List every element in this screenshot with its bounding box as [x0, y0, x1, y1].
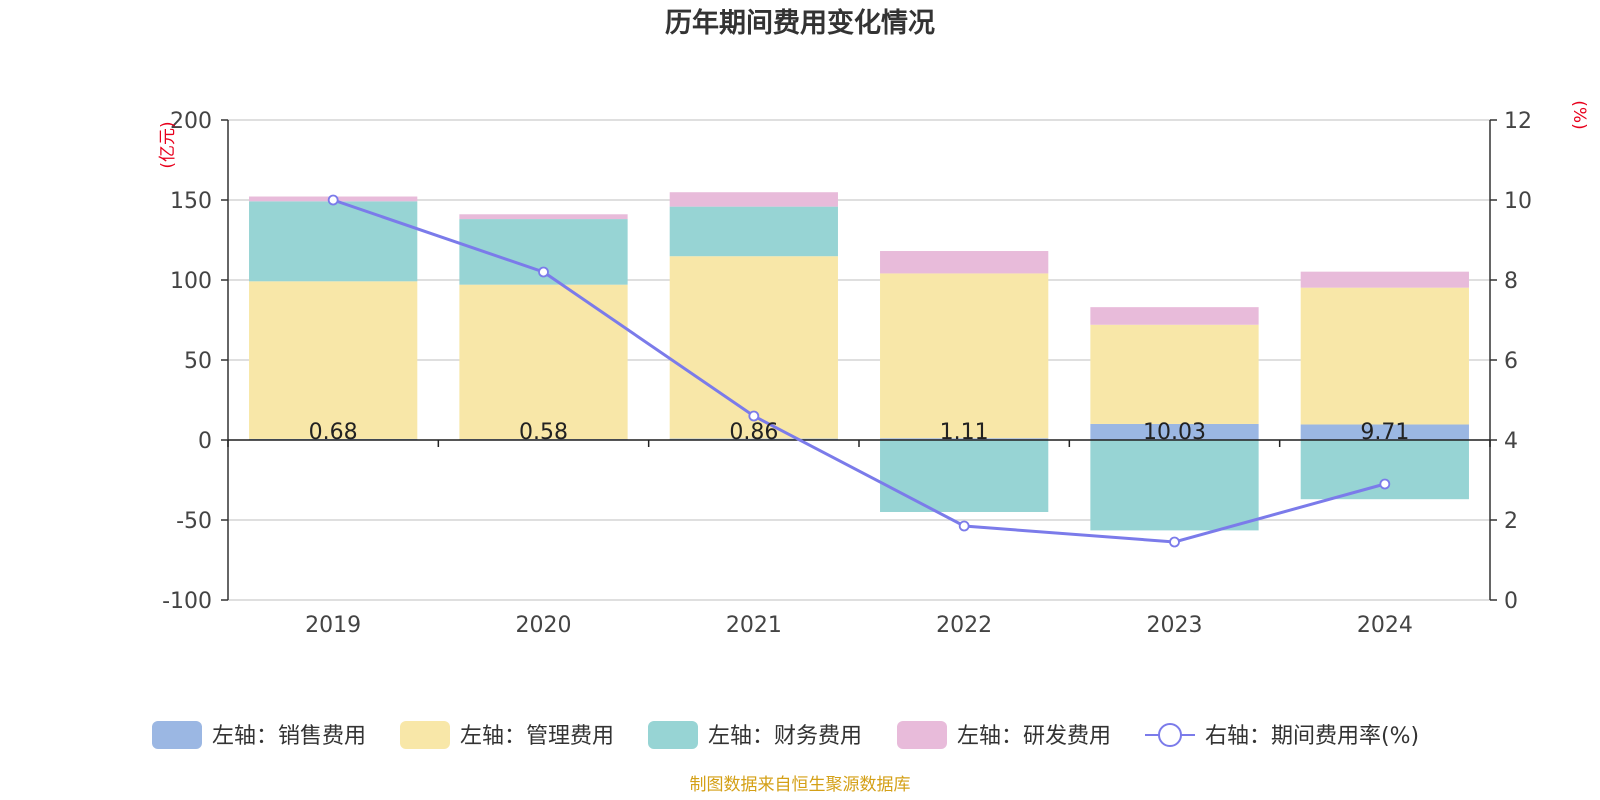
bar-segment	[880, 273, 1049, 439]
legend-swatch	[400, 721, 450, 749]
legend: 左轴：销售费用 左轴：管理费用 左轴：财务费用 左轴：研发费用 右轴：期间费用率(%)	[152, 721, 1419, 749]
sales-data-label: 0.68	[309, 420, 358, 445]
right-tick-label: 10	[1504, 189, 1532, 214]
right-tick-label: 12	[1504, 109, 1532, 134]
bar-segment	[880, 251, 1049, 274]
category-label: 2024	[1357, 613, 1413, 638]
legend-marker	[1158, 723, 1182, 747]
rate-point	[327, 194, 339, 206]
category-label: 2023	[1147, 613, 1203, 638]
bar-segment	[880, 440, 1049, 512]
sales-data-label: 10.03	[1143, 420, 1206, 445]
bar-segment	[249, 201, 418, 282]
rate-point	[958, 520, 970, 532]
sales-data-label: 0.58	[519, 420, 568, 445]
left-tick-label: 100	[170, 269, 212, 294]
right-tick-label: 6	[1504, 349, 1518, 374]
bar-segment	[669, 256, 838, 439]
bar-segment	[1300, 271, 1469, 288]
legend-label: 左轴：销售费用	[212, 724, 366, 749]
left-axis-unit: (亿元)	[158, 121, 178, 168]
rate-point	[748, 410, 760, 422]
rate-point	[1379, 478, 1391, 490]
bar-segment	[459, 214, 628, 220]
rate-point	[1169, 536, 1180, 548]
category-label: 2019	[305, 613, 361, 638]
rate-line	[327, 194, 1391, 548]
legend-label: 左轴：研发费用	[957, 724, 1111, 749]
legend-item[interactable]: 左轴：销售费用	[152, 721, 366, 749]
legend-item[interactable]: 右轴：期间费用率(%)	[1145, 723, 1419, 749]
right-tick-label: 0	[1504, 589, 1518, 614]
rate-point	[538, 266, 549, 278]
category-label: 2021	[726, 613, 782, 638]
left-tick-label: 150	[170, 189, 212, 214]
right-axis-unit: (%)	[1569, 100, 1589, 129]
sales-data-label: 1.11	[940, 420, 989, 445]
sales-data-label: 9.71	[1360, 420, 1409, 445]
legend-item[interactable]: 左轴：研发费用	[897, 721, 1111, 749]
axes: 200 150 100 50 0 -50 -100 12 10 8 6 4 2 0 2019 2020 2021…	[162, 109, 1532, 638]
legend-swatch	[897, 721, 947, 749]
bar-segment	[1090, 440, 1259, 531]
rate-line-path	[332, 198, 1386, 544]
category-label: 2022	[936, 613, 992, 638]
bar-segment	[1300, 440, 1469, 500]
right-tick-label: 2	[1504, 509, 1518, 534]
bars	[249, 192, 1469, 531]
legend-item[interactable]: 左轴：财务费用	[648, 721, 862, 749]
sales-data-label: 0.86	[729, 420, 778, 445]
left-tick-label: 50	[184, 349, 212, 374]
bar-segment	[1300, 424, 1469, 440]
chart-title: 历年期间费用变化情况	[665, 7, 935, 39]
bar-segment	[1090, 423, 1259, 440]
bar-segment	[669, 192, 838, 207]
bar-segment	[1090, 307, 1259, 325]
bar-segment	[1300, 287, 1469, 425]
legend-swatch	[648, 721, 698, 749]
data-source-note: 制图数据来自恒生聚源数据库	[690, 775, 911, 795]
bar-segment	[1090, 324, 1259, 424]
bar-segment	[669, 206, 838, 257]
bar-segment	[459, 284, 628, 440]
bar-segment	[880, 438, 1049, 440]
category-label: 2020	[516, 613, 572, 638]
left-tick-label: -100	[162, 589, 212, 614]
legend-label: 左轴：财务费用	[708, 724, 862, 749]
left-tick-label: 0	[198, 429, 212, 454]
left-tick-label: 200	[170, 109, 212, 134]
legend-item[interactable]: 左轴：管理费用	[400, 721, 614, 749]
legend-swatch	[152, 721, 202, 749]
bar-segment	[249, 281, 418, 439]
legend-label: 左轴：管理费用	[460, 724, 614, 749]
right-tick-label: 8	[1504, 269, 1518, 294]
left-tick-label: -50	[176, 509, 212, 534]
right-tick-label: 4	[1504, 429, 1518, 454]
legend-label: 右轴：期间费用率(%)	[1205, 724, 1419, 749]
data-labels: 0.68 0.58 0.86 1.11 10.03 9.71	[309, 420, 1410, 445]
